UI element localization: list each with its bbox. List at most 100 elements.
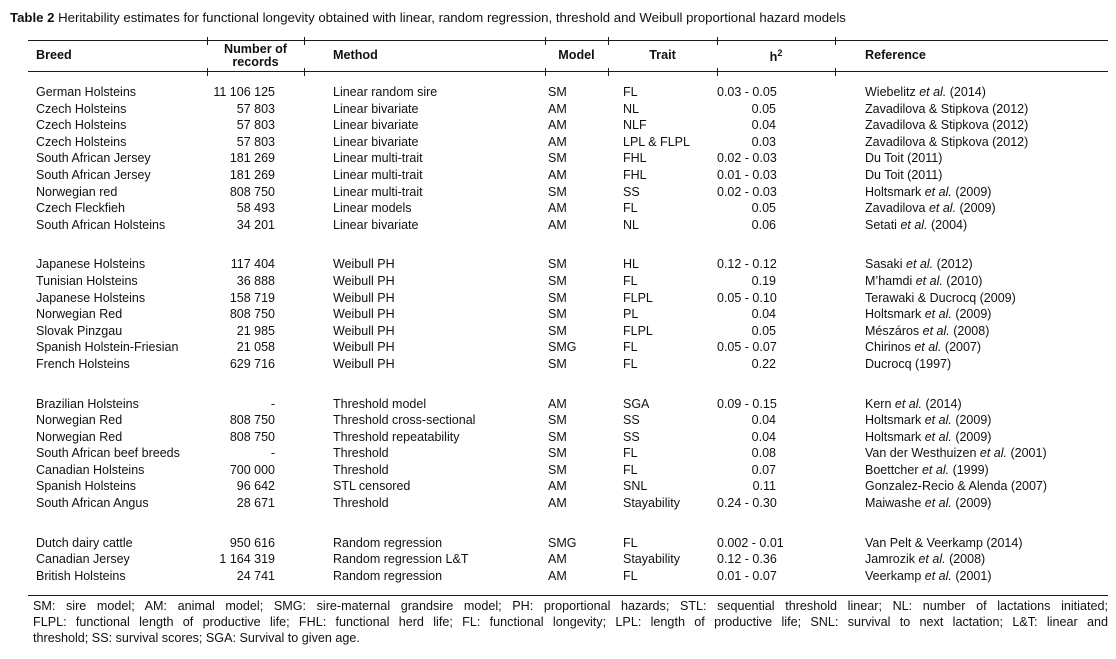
cell-trait: FL: [623, 446, 638, 461]
cell-reference: Jamrozik et al. (2008): [865, 552, 986, 567]
cell-h2: 0.05 - 0.10: [717, 290, 777, 305]
header-trait: Trait: [649, 48, 676, 63]
cell-records: 58 493: [236, 201, 275, 216]
cell-method: Linear random sire: [333, 85, 438, 99]
header-reference: Reference: [865, 48, 926, 63]
table-row: South African Holsteins 34 201 Linear biva…: [28, 217, 1108, 234]
cell-model: AM: [548, 201, 567, 216]
cell-breed: Tunisian Holsteins: [36, 273, 138, 288]
cell-records: 57 803: [236, 101, 275, 116]
table-row: Spanish Holsteins 96 642 STL censored AM SNL…: [28, 478, 1108, 495]
cell-reference: Zavadilova & Stipkova (2012): [865, 101, 1029, 116]
cell-method: Linear multi-trait: [333, 151, 423, 166]
cell-reference: Zavadilova et al. (2009): [865, 201, 996, 216]
cell-method: Weibull PH: [333, 356, 395, 371]
cell-breed: Spanish Holstein-Friesian: [36, 340, 179, 355]
cell-breed: South African beef breeds: [36, 446, 180, 461]
cell-h2: 0.22: [751, 356, 776, 371]
cell-method: Threshold: [333, 446, 389, 461]
header-breed: Breed: [36, 48, 72, 63]
cell-method: Linear bivariate: [333, 217, 419, 232]
cell-trait: LPL & FLPL: [623, 134, 690, 149]
cell-reference: Chirinos et al. (2007): [865, 340, 982, 355]
cell-records: 34 201: [236, 217, 275, 232]
cell-trait: NL: [623, 101, 639, 116]
table-header-rule: [28, 68, 1108, 76]
cell-h2: 0.05 - 0.07: [717, 340, 777, 355]
cell-h2: 0.01 - 0.03: [717, 167, 777, 182]
cell-trait: SS: [623, 429, 640, 444]
table-row: South African Jersey 181 269 Linear multi-…: [28, 150, 1108, 167]
cell-records: 950 616: [229, 535, 275, 550]
cell-h2: 0.02 - 0.03: [717, 184, 777, 199]
cell-h2: 0.05: [751, 101, 776, 116]
cell-trait: FL: [623, 356, 638, 371]
cell-trait: FL: [623, 568, 638, 583]
table-footnote: SM: sire model; AM: animal model; SMG: s…: [33, 598, 1108, 646]
table-row: British Holsteins 24 741 Random regression…: [28, 568, 1108, 585]
table-row: Norwegian Red 808 750 Weibull PH SM PL 0.04 Ho…: [28, 306, 1108, 323]
cell-reference: Boettcher et al. (1999): [865, 462, 989, 477]
cell-method: Weibull PH: [333, 290, 395, 305]
cell-h2: 0.07: [751, 462, 776, 477]
cell-model: SM: [548, 184, 567, 199]
cell-trait: SGA: [623, 396, 650, 411]
cell-model: SM: [548, 273, 567, 288]
cell-model: SM: [548, 290, 567, 305]
cell-method: Weibull PH: [333, 307, 395, 322]
cell-records: 1 164 319: [219, 552, 275, 567]
cell-method: Threshold: [333, 496, 389, 511]
cell-model: AM: [548, 217, 567, 232]
cell-trait: FLPL: [623, 323, 653, 338]
cell-h2: 0.12 - 0.12: [717, 257, 777, 272]
table-row: Czech Fleckfieh 58 493 Linear models AM FL 0.…: [28, 200, 1108, 217]
column-divider-tick: [835, 37, 836, 45]
table-row: Slovak Pinzgau 21 985 Weibull PH SM FLPL 0.05…: [28, 323, 1108, 340]
cell-model: AM: [548, 134, 567, 149]
column-divider-tick: [207, 37, 208, 45]
cell-method: Threshold repeatability: [333, 429, 460, 444]
cell-breed: Czech Fleckfieh: [36, 201, 125, 216]
cell-method: Linear bivariate: [333, 101, 419, 116]
table-number: Table 2: [10, 10, 55, 25]
cell-method: Random regression: [333, 568, 443, 583]
cell-h2: 0.12 - 0.36: [717, 552, 777, 567]
cell-breed: Czech Holsteins: [36, 134, 127, 149]
cell-breed: Japanese Holsteins: [36, 257, 146, 272]
cell-records: 96 642: [236, 479, 275, 494]
cell-trait: FL: [623, 85, 638, 99]
cell-reference: Holtsmark et al. (2009): [865, 307, 992, 322]
cell-h2: 0.06: [751, 217, 776, 232]
cell-trait: SS: [623, 413, 640, 428]
cell-breed: South African Jersey: [36, 167, 151, 182]
cell-model: SM: [548, 462, 567, 477]
cell-records: 700 000: [229, 462, 275, 477]
cell-reference: Wiebelitz et al. (2014): [865, 85, 986, 99]
cell-records: 181 269: [229, 167, 275, 182]
cell-records: 808 750: [229, 307, 275, 322]
cell-breed: Norwegian Red: [36, 429, 123, 444]
cell-breed: South African Angus: [36, 496, 149, 511]
cell-breed: South African Jersey: [36, 151, 151, 166]
table-header-row: Breed Number of records Method Model Tra…: [28, 41, 1108, 71]
cell-method: Weibull PH: [333, 257, 395, 272]
cell-h2: 0.03: [751, 134, 776, 149]
cell-breed: South African Holsteins: [36, 217, 166, 232]
row-group-random-regression: Dutch dairy cattle 950 616 Random regressi…: [28, 535, 1108, 585]
cell-h2: 0.04: [751, 307, 776, 322]
table-row: Tunisian Holsteins 36 888 Weibull PH SM FL 0.…: [28, 273, 1108, 290]
cell-h2: 0.02 - 0.03: [717, 151, 777, 166]
cell-records: 57 803: [236, 134, 275, 149]
cell-method: STL censored: [333, 479, 411, 494]
column-divider-tick: [207, 68, 208, 76]
cell-trait: FLPL: [623, 290, 653, 305]
cell-reference: Ducrocq (1997): [865, 356, 952, 371]
cell-records: -: [270, 446, 275, 461]
cell-method: Weibull PH: [333, 323, 395, 338]
cell-breed: Norwegian Red: [36, 307, 123, 322]
table-row: Norwegian Red 808 750 Threshold repeatabil…: [28, 429, 1108, 446]
cell-reference: Setati et al. (2004): [865, 217, 968, 232]
cell-h2: 0.05: [751, 323, 776, 338]
cell-model: SM: [548, 151, 567, 166]
